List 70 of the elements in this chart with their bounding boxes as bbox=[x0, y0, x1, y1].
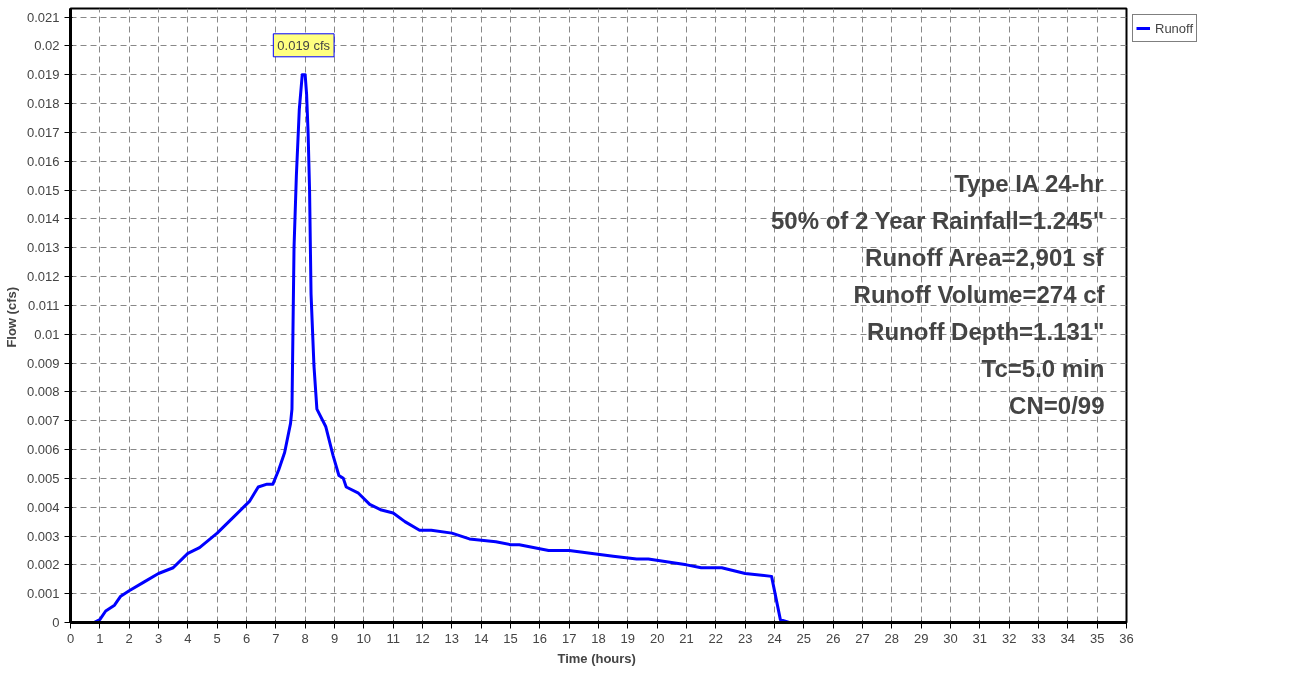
y-axis-title: Flow (cfs) bbox=[3, 286, 19, 348]
x-tick-label: 32 bbox=[1001, 630, 1017, 646]
x-tick-label: 12 bbox=[415, 630, 430, 646]
y-tick-label: 0.017 bbox=[26, 124, 60, 140]
y-tick-label: 0.004 bbox=[26, 499, 60, 515]
y-tick-label: 0.003 bbox=[26, 528, 60, 544]
x-tick-label: 15 bbox=[503, 630, 518, 646]
y-tick-label: 0.001 bbox=[26, 586, 60, 602]
y-tick-label: 0.013 bbox=[26, 240, 60, 256]
x-tick-label: 34 bbox=[1060, 630, 1076, 646]
x-tick-label: 17 bbox=[561, 630, 577, 646]
x-tick-label: 2 bbox=[125, 630, 133, 646]
x-tick-label: 30 bbox=[943, 630, 958, 646]
x-tick-label: 29 bbox=[913, 630, 929, 646]
x-tick-label: 4 bbox=[184, 630, 192, 646]
y-tick-label: 0.015 bbox=[26, 182, 60, 198]
x-tick-label: 21 bbox=[679, 630, 694, 646]
x-tick-label: 23 bbox=[737, 630, 753, 646]
y-tick-label: 0.019 bbox=[26, 67, 60, 83]
annotation: 0.019 cfs bbox=[277, 37, 331, 53]
x-tick-label: 10 bbox=[356, 630, 372, 646]
x-tick-label: 19 bbox=[620, 630, 636, 646]
annotation: CN=0/99 bbox=[1009, 392, 1105, 419]
annotation: Tc=5.0 min bbox=[981, 355, 1105, 382]
y-tick-label: 0 bbox=[52, 615, 60, 630]
x-tick-label: 18 bbox=[591, 630, 606, 646]
x-tick-label: 11 bbox=[386, 630, 400, 646]
y-tick-label: 0.012 bbox=[26, 269, 60, 285]
x-tick-label: 20 bbox=[649, 630, 665, 646]
x-tick-label: 33 bbox=[1031, 630, 1046, 646]
x-tick-label: 14 bbox=[473, 630, 489, 646]
x-tick-label: 25 bbox=[796, 630, 812, 646]
y-tick-label: 0.002 bbox=[26, 557, 60, 573]
y-tick-label: 0.021 bbox=[26, 9, 60, 25]
annotation: Runoff Area=2,901 sf bbox=[865, 244, 1105, 271]
y-tick-label: 0.01 bbox=[34, 326, 60, 342]
x-tick-label: 24 bbox=[767, 630, 782, 646]
x-tick-label: 8 bbox=[301, 630, 309, 646]
y-tick-label: 0.014 bbox=[26, 211, 60, 227]
annotation: Type IA 24-hr bbox=[954, 170, 1104, 197]
y-tick-label: 0.006 bbox=[26, 442, 60, 458]
x-axis-title: Time (hours) bbox=[557, 650, 636, 666]
x-tick-label: 28 bbox=[884, 630, 900, 646]
x-tick-label: 31 bbox=[972, 630, 988, 646]
y-tick-label: 0.008 bbox=[26, 384, 60, 400]
y-tick-label: 0.011 bbox=[27, 297, 60, 313]
x-tick-label: 36 bbox=[1119, 630, 1134, 646]
x-tick-label: 1 bbox=[96, 630, 104, 646]
x-tick-label: 6 bbox=[242, 630, 251, 646]
annotation: Runoff Volume=274 cf bbox=[853, 281, 1106, 308]
x-tick-label: 0 bbox=[66, 630, 75, 646]
y-tick-label: 0.02 bbox=[34, 38, 60, 54]
x-tick-label: 35 bbox=[1089, 630, 1105, 646]
y-tick-label: 0.007 bbox=[26, 413, 60, 429]
y-tick-label: 0.009 bbox=[26, 355, 60, 371]
x-tick-label: 3 bbox=[154, 630, 163, 646]
annotation: 50% of 2 Year Rainfall=1.245" bbox=[770, 207, 1105, 234]
x-tick-label: 22 bbox=[708, 630, 724, 646]
x-tick-label: 26 bbox=[825, 630, 841, 646]
x-tick-label: 7 bbox=[272, 630, 280, 646]
x-tick-label: 16 bbox=[532, 630, 548, 646]
y-tick-label: 0.005 bbox=[26, 470, 60, 486]
legend-label: Runoff bbox=[1155, 20, 1194, 36]
x-tick-label: 5 bbox=[213, 630, 221, 646]
y-tick-label: 0.016 bbox=[26, 153, 60, 169]
annotation: Runoff Depth=1.131" bbox=[867, 318, 1105, 345]
y-tick-label: 0.018 bbox=[26, 96, 60, 112]
x-tick-label: 13 bbox=[444, 630, 460, 646]
x-tick-label: 9 bbox=[330, 630, 339, 646]
x-tick-label: 27 bbox=[855, 630, 870, 646]
